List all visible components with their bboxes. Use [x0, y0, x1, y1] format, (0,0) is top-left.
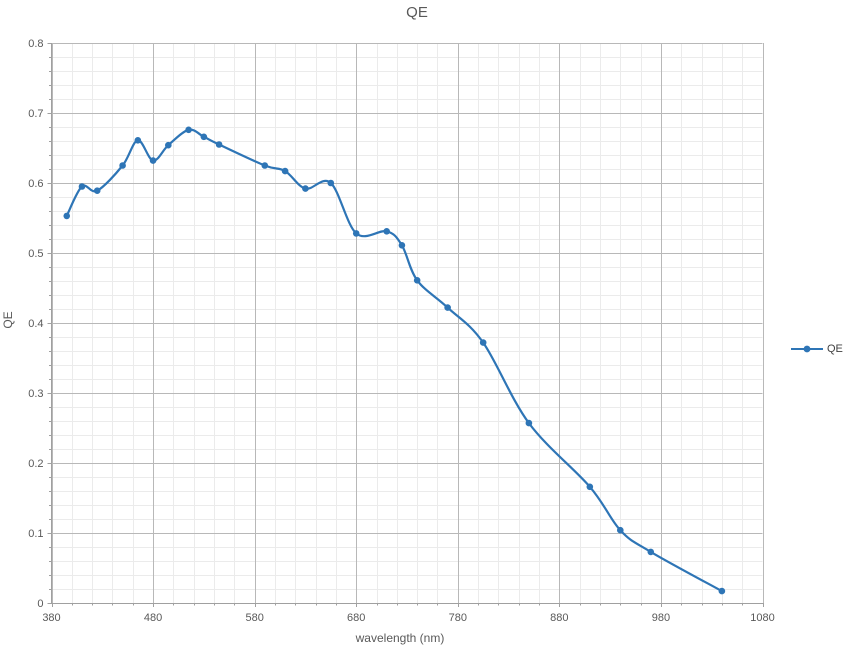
qe-data-point-marker[interactable]: [398, 242, 406, 249]
y-tick-label: 0.3: [28, 388, 43, 400]
qe-data-point-marker[interactable]: [479, 339, 487, 346]
y-tick-label: 0.2: [28, 458, 43, 470]
y-tick-label: 0.7: [28, 108, 43, 120]
qe-data-point-marker[interactable]: [78, 183, 86, 190]
qe-data-point-marker[interactable]: [200, 133, 208, 141]
legend-label: QE: [827, 343, 843, 355]
qe-data-point-marker[interactable]: [119, 162, 126, 169]
qe-data-point-marker[interactable]: [327, 179, 335, 187]
y-tick-label: 0.6: [28, 178, 43, 190]
qe-data-point-marker[interactable]: [586, 483, 594, 491]
qe-data-point-marker[interactable]: [63, 212, 71, 220]
qe-data-point-marker[interactable]: [352, 230, 360, 237]
legend[interactable]: QE: [790, 342, 843, 356]
qe-data-point-marker[interactable]: [149, 157, 157, 164]
qe-data-point-marker[interactable]: [215, 141, 223, 148]
y-tick-label: 0.4: [28, 318, 43, 330]
qe-data-point-marker[interactable]: [617, 526, 624, 534]
qe-data-point-marker[interactable]: [281, 167, 289, 175]
qe-data-point-marker[interactable]: [302, 185, 309, 192]
y-tick-label: 0: [37, 598, 43, 610]
chart-title[interactable]: QE: [406, 4, 428, 21]
x-axis-title[interactable]: wavelength (nm): [355, 631, 445, 645]
y-axis-title[interactable]: QE: [1, 311, 15, 329]
x-tick-label: 1080: [750, 612, 774, 624]
x-tick-label: 980: [652, 612, 670, 624]
y-tick-label: 0.5: [28, 248, 43, 260]
qe-data-point-marker[interactable]: [261, 162, 269, 169]
x-tick-label: 880: [550, 612, 568, 624]
x-tick-label: 380: [42, 612, 60, 624]
qe-series-line[interactable]: [65, 128, 723, 593]
qe-data-point-marker[interactable]: [718, 587, 726, 595]
y-tick-label: 0.8: [28, 38, 43, 50]
qe-data-point-marker[interactable]: [134, 137, 142, 144]
x-tick-label: 680: [347, 612, 365, 624]
qe-data-point-marker[interactable]: [525, 419, 533, 427]
qe-data-point-marker[interactable]: [93, 187, 101, 194]
qe-data-point-marker[interactable]: [444, 304, 451, 311]
qe-data-point-marker[interactable]: [185, 126, 192, 134]
qe-data-point-marker[interactable]: [647, 548, 655, 556]
legend-line-marker-icon: [791, 345, 823, 353]
y-tick-label: 0.1: [28, 528, 43, 540]
x-tick-label: 780: [449, 612, 467, 624]
x-tick-label: 480: [144, 612, 162, 624]
qe-data-point-marker[interactable]: [165, 141, 172, 149]
x-tick-label: 580: [245, 612, 263, 624]
qe-data-point-marker[interactable]: [413, 277, 421, 284]
qe-data-point-marker[interactable]: [383, 228, 390, 235]
